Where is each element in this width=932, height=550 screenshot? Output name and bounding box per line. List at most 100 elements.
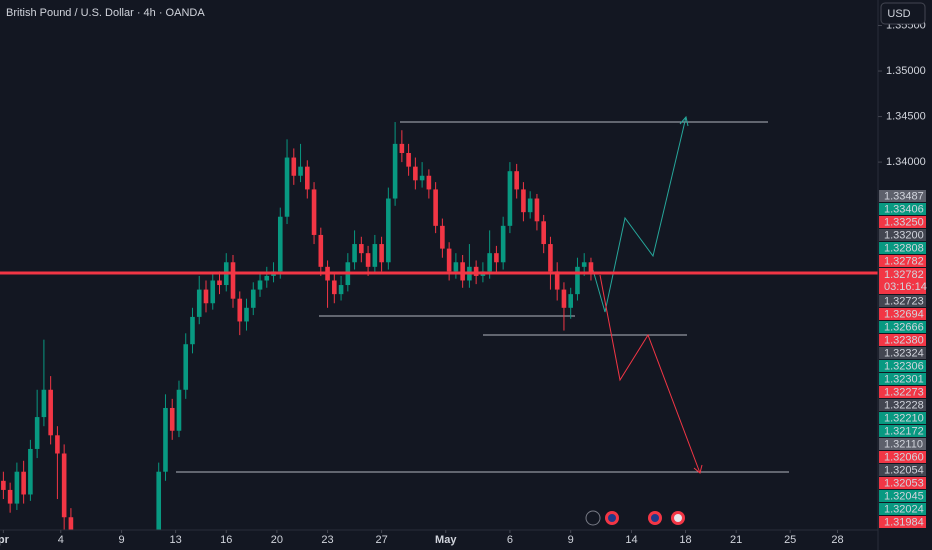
price-label: 1.33200 <box>884 229 924 241</box>
price-label: 1.32273 <box>884 386 924 398</box>
price-label-box <box>879 216 926 228</box>
candle-body <box>257 280 263 290</box>
candle-body <box>588 262 594 274</box>
arrow-head <box>679 115 689 127</box>
candle-body <box>298 166 303 176</box>
price-label: 1.32306 <box>884 360 924 372</box>
candle-body <box>500 225 506 263</box>
candle-body <box>527 198 533 213</box>
y-tick-label: 1.34000 <box>886 156 926 168</box>
time-axis: pr 4 9 13 16 20 23 27 May 6 9 14 18 21 25 28 <box>0 530 844 546</box>
price-label: 1.32060 <box>884 451 924 463</box>
candle-body <box>196 289 202 317</box>
x-tick-label: 20 <box>271 534 283 546</box>
candle-body <box>386 198 391 263</box>
candle-body <box>352 244 357 263</box>
candle-body <box>494 253 499 263</box>
candle-body <box>372 244 378 267</box>
bullish-projection <box>592 116 687 313</box>
x-tick-label: 6 <box>507 534 513 546</box>
plot-area <box>0 115 878 530</box>
price-label-box <box>879 451 926 463</box>
candle-body <box>581 262 587 267</box>
price-label-box <box>879 347 926 359</box>
x-tick-label: 27 <box>375 534 387 546</box>
candle-body <box>507 171 513 226</box>
candle-body <box>426 175 432 190</box>
candle-body <box>163 407 168 472</box>
price-label: 1.33250 <box>884 216 924 228</box>
candle-body <box>210 280 216 304</box>
y-tick-label: 1.34500 <box>886 110 926 122</box>
candle-body <box>250 289 256 308</box>
event-icons <box>585 510 685 526</box>
price-labels: 1.334871.334061.332501.332001.328081.327… <box>879 190 927 528</box>
price-label: 1.32045 <box>884 490 924 502</box>
candle-body <box>521 189 526 213</box>
candle-body <box>1 480 6 490</box>
price-label: 1.32666 <box>884 321 924 333</box>
candle-body <box>332 280 337 295</box>
x-tick-label: 23 <box>321 534 333 546</box>
candle-body <box>561 289 567 308</box>
drawings <box>176 121 789 473</box>
candle-body <box>217 280 222 286</box>
price-label: 1.32110 <box>884 438 923 450</box>
candle-body <box>284 157 290 217</box>
arrow-head <box>693 464 703 474</box>
y-tick-label: 1.35000 <box>886 65 926 77</box>
currency-button[interactable] <box>880 2 926 25</box>
candle-body <box>21 471 26 495</box>
candle-body <box>514 171 519 190</box>
candle-body <box>203 289 209 304</box>
event-icon[interactable] <box>585 510 601 526</box>
candle-body <box>406 152 411 167</box>
price-label-box <box>879 308 926 320</box>
candle-body <box>311 189 317 235</box>
candle-body <box>575 266 580 295</box>
price-label-box <box>879 490 926 502</box>
price-label-box <box>879 399 926 411</box>
candle-body <box>61 453 67 518</box>
x-tick-label: 28 <box>831 534 843 546</box>
candle-body <box>264 275 270 281</box>
candle-body <box>359 244 364 254</box>
price-label-box <box>879 334 926 346</box>
candle-body <box>28 448 33 495</box>
chart-title: British Pound / U.S. Dollar · 4h · OANDA <box>6 7 205 19</box>
x-tick-label: May <box>435 534 457 546</box>
candle-body <box>277 216 283 272</box>
candle-body <box>419 175 425 181</box>
price-label: 1.32380 <box>884 334 924 346</box>
price-label: 1.33406 <box>884 203 924 215</box>
candle-body <box>41 389 47 418</box>
price-label-box <box>879 242 926 254</box>
candle-body <box>433 189 438 226</box>
candle-body <box>237 298 243 322</box>
candle-body <box>68 517 74 530</box>
candle-body <box>230 262 236 299</box>
candle-body <box>460 262 465 281</box>
flag <box>674 514 682 522</box>
price-label-box <box>879 464 926 476</box>
price-label: 1.32228 <box>884 399 924 411</box>
candle-body <box>55 435 60 454</box>
price-label: 1.32024 <box>884 503 924 515</box>
flag <box>651 514 659 522</box>
candle-body <box>7 489 13 504</box>
price-label: 1.33487 <box>884 190 924 202</box>
x-tick-label: pr <box>0 534 10 546</box>
x-tick-label: 25 <box>784 534 796 546</box>
price-label: 1.32723 <box>884 295 924 307</box>
candle-body <box>534 198 540 222</box>
price-label: 1.32053 <box>884 477 924 489</box>
candle-body <box>473 266 479 276</box>
price-label-box <box>879 373 926 385</box>
x-tick-label: 13 <box>169 534 181 546</box>
candle-body <box>568 294 573 308</box>
currency-label: USD <box>887 8 910 20</box>
candle-body <box>183 344 189 390</box>
candle-body <box>48 389 53 436</box>
price-label: 1.32054 <box>884 464 924 476</box>
